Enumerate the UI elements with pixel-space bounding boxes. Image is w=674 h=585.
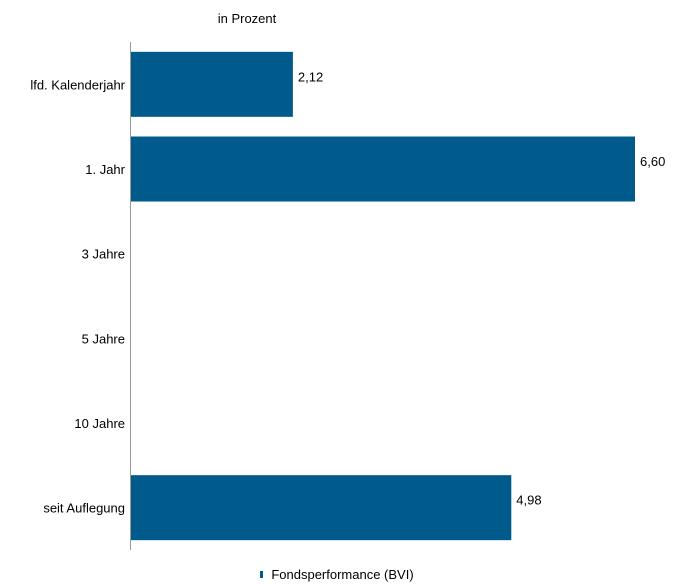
category-label-1-jahr: 1. Jahr xyxy=(85,162,125,177)
legend-swatch xyxy=(260,571,264,578)
bar-seit-auflegung xyxy=(131,475,512,541)
category-label-3-jahre: 3 Jahre xyxy=(82,247,125,262)
category-label-lfd-kalenderjahr: lfd. Kalenderjahr xyxy=(30,77,125,92)
bar-lfd-kalenderjahr xyxy=(131,51,293,117)
bar-chart: in Prozent lfd. Kalenderjahr 2,12 1. Jahr 6… xyxy=(30,11,665,550)
legend-label: Fondsperformance (BVI) xyxy=(271,567,414,582)
category-label-5-jahre: 5 Jahre xyxy=(82,331,125,346)
bar-1-jahr xyxy=(131,136,635,202)
unit-label: in Prozent xyxy=(218,11,277,26)
legend: Fondsperformance (BVI) xyxy=(0,567,674,582)
category-label-seit-auflegung: seit Auflegung xyxy=(43,501,125,516)
value-label-1-jahr: 6,60 xyxy=(640,154,665,169)
category-label-10-jahre: 10 Jahre xyxy=(74,416,125,431)
value-label-seit-auflegung: 4,98 xyxy=(516,493,541,508)
value-label-lfd-kalenderjahr: 2,12 xyxy=(298,69,323,84)
